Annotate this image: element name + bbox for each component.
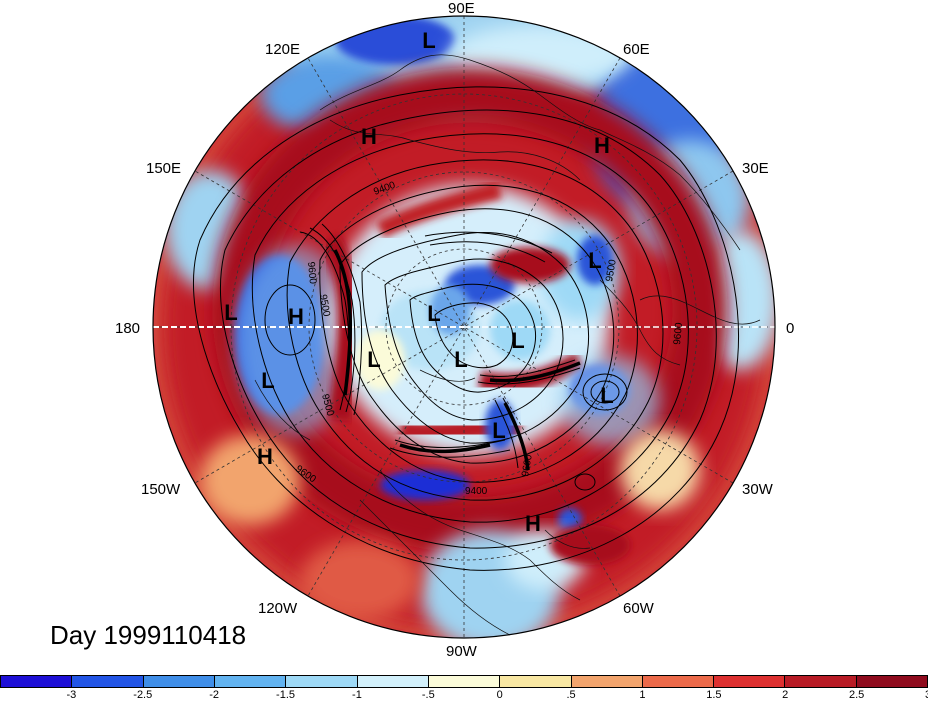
high-center-120e: H [361, 124, 377, 149]
contour-label: 9600 [672, 322, 685, 346]
colorbar-tick-label: 1.5 [706, 689, 722, 701]
colorbar-tick-label: 0 [496, 689, 503, 701]
contour-label: 9500 [604, 258, 619, 282]
contour-label: 9600 [305, 261, 318, 285]
colorbar-segment [143, 676, 215, 687]
low-center-90e: L [422, 28, 435, 53]
colorbar-segment [856, 676, 928, 687]
colorbar-segment [286, 676, 358, 687]
colorbar-tick-label: 1 [639, 689, 646, 701]
lon-label-180: 180 [115, 320, 141, 337]
lon-label-120w: 120W [258, 600, 298, 617]
lon-label-120e: 120E [265, 41, 301, 58]
jet-bands [333, 249, 581, 471]
colorbar-segment [642, 676, 715, 687]
lon-label-60e: 60E [623, 41, 650, 58]
colorbar-tick-label: -1.5 [276, 689, 296, 701]
high-center-75w: H [525, 511, 541, 536]
colorbar-tick-label: 2 [782, 689, 789, 701]
high-center-60e: H [594, 133, 610, 158]
lon-label-150w: 150W [141, 481, 181, 498]
coastlines [254, 54, 761, 636]
colorbar-tick-label: -1 [352, 689, 362, 701]
colorbar [0, 675, 928, 688]
lon-label-90e: 90E [448, 0, 475, 17]
low-center-30e: L [588, 248, 601, 273]
high-center-150w: H [257, 444, 273, 469]
high-center-180: H [288, 304, 304, 329]
low-center-180: L [224, 300, 237, 325]
low-center-inner-3: L [454, 347, 467, 372]
low-center-165w: L [261, 368, 274, 393]
lon-label-90w: 90W [446, 643, 477, 660]
colorbar-segment [785, 676, 857, 687]
contour-label: 9500 [317, 294, 332, 318]
colorbar-tick-label: -.5 [421, 689, 435, 701]
colorbar-segment [428, 676, 501, 687]
contour-label: 9400 [465, 486, 488, 497]
colorbar-tick-label: .5 [566, 689, 576, 701]
lon-label-0: 0 [786, 320, 795, 337]
lon-label-30w: 30W [742, 481, 773, 498]
colorbar-tick-label: 3 [925, 689, 928, 701]
colorbar-segment [1, 676, 73, 687]
contour-label: 9600 [520, 453, 535, 477]
lon-label-60w: 60W [623, 600, 654, 617]
colorbar-segment [357, 676, 429, 687]
lon-label-30e: 30E [742, 160, 769, 177]
lon-label-150e: 150E [146, 160, 182, 177]
low-center-inner-2: L [367, 347, 380, 372]
colorbar-segment [214, 676, 287, 687]
low-center-45w: L [600, 383, 613, 408]
colorbar-tick-label: -3 [66, 689, 77, 701]
low-center-0: L [511, 328, 524, 353]
low-center-inner-4: L [492, 418, 505, 443]
colorbar-tick-label: 2.5 [848, 689, 865, 701]
low-center-inner-1: L [427, 301, 440, 326]
colorbar-segment [714, 676, 786, 687]
height-contours [193, 86, 740, 571]
colorbar-segment [571, 676, 643, 687]
colorbar-segment [500, 676, 572, 687]
anomaly-field [153, 16, 775, 638]
day-title: Day 1999110418 [50, 620, 247, 650]
colorbar-tick-label: -2.5 [133, 689, 153, 701]
colorbar-segment [72, 676, 144, 687]
colorbar-tick-label: -2 [209, 689, 220, 701]
